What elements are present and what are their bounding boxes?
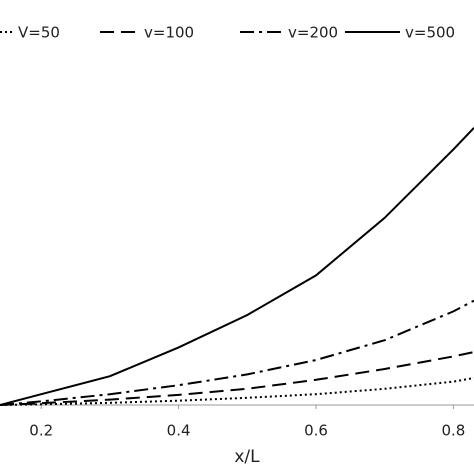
- x-tick-label: 0.4: [167, 422, 191, 440]
- legend-label: v=100: [144, 24, 194, 42]
- series-line: [0, 377, 474, 406]
- series-line: [0, 351, 474, 406]
- legend-label: v=500: [405, 24, 455, 42]
- x-tick-label: 0.6: [304, 422, 328, 440]
- legend-label: v=200: [288, 24, 338, 42]
- x-tick-label: 0.2: [29, 422, 53, 440]
- x-tick-label: 0.8: [441, 422, 465, 440]
- series-line: [0, 127, 474, 406]
- legend-label: V=50: [18, 24, 60, 42]
- series-line: [0, 299, 474, 406]
- x-axis-label: x/L: [234, 447, 260, 467]
